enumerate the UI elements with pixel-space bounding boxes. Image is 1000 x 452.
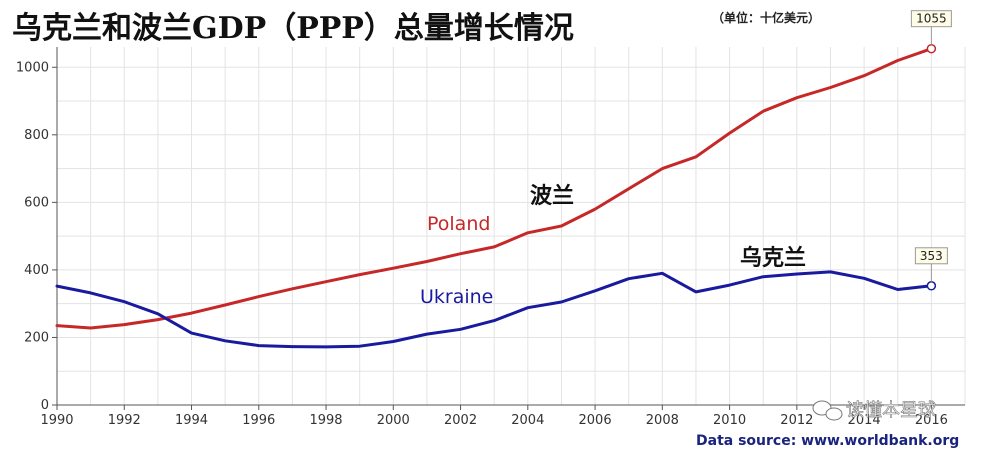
x-tick-label: 1990 — [40, 413, 73, 428]
watermark-text: 读懂本星球 — [846, 400, 936, 421]
end-value-label-poland: 1055 — [916, 12, 947, 26]
x-tick-label: 2000 — [377, 413, 410, 428]
x-tick-label: 2008 — [646, 413, 679, 428]
series-line-ukraine — [55, 270, 933, 349]
x-tick-label: 1994 — [175, 413, 208, 428]
end-value-callouts: 1055 353 — [910, 10, 952, 291]
y-tick-label: 400 — [24, 263, 49, 278]
ukraine-label: Ukraine — [420, 286, 493, 308]
poland-cn-label: 波兰 — [530, 183, 574, 209]
x-tick-label: 2016 — [915, 413, 948, 428]
x-tick-label: 2012 — [780, 413, 813, 428]
x-tick-label: 2002 — [444, 413, 477, 428]
x-tick-label: 1998 — [309, 413, 342, 428]
x-tick-labels: 1990 1992 1994 1996 1998 2000 2002 2004 2006 2008… — [40, 413, 947, 428]
y-tick-label: 200 — [24, 330, 49, 345]
grid-lines — [56, 47, 966, 406]
callout-box — [910, 10, 952, 28]
x-tick-label: 1996 — [242, 413, 275, 428]
ukraine-cn-label: 乌克兰 — [740, 245, 806, 271]
data-source: Data source: www.worldbank.org — [696, 433, 959, 449]
end-value-label-ukraine: 353 — [920, 249, 943, 263]
y-tick-label: 800 — [24, 128, 49, 143]
x-tick-label: 2014 — [848, 413, 881, 428]
poland-label: Poland — [427, 213, 490, 235]
series-lines — [55, 47, 933, 349]
wechat-icon — [812, 400, 843, 421]
x-tick-label: 2006 — [579, 413, 612, 428]
callout-box — [914, 247, 948, 265]
x-tick-label: 2010 — [713, 413, 746, 428]
series-line-poland — [55, 47, 933, 330]
x-tick-label: 2004 — [511, 413, 544, 428]
unit-note: （单位：十亿美元） — [712, 10, 820, 25]
x-tick-label: 1992 — [108, 413, 141, 428]
end-point-ukraine — [926, 281, 937, 291]
y-tick-label: 600 — [24, 195, 49, 210]
chart-title: 乌克兰和波兰GDP（PPP）总量增长情况 — [12, 11, 574, 46]
end-point-poland — [926, 43, 937, 54]
y-tick-label: 1000 — [16, 60, 49, 75]
y-tick-labels: 0 200 400 600 800 1000 — [16, 60, 49, 413]
y-tick-label: 0 — [41, 398, 49, 413]
